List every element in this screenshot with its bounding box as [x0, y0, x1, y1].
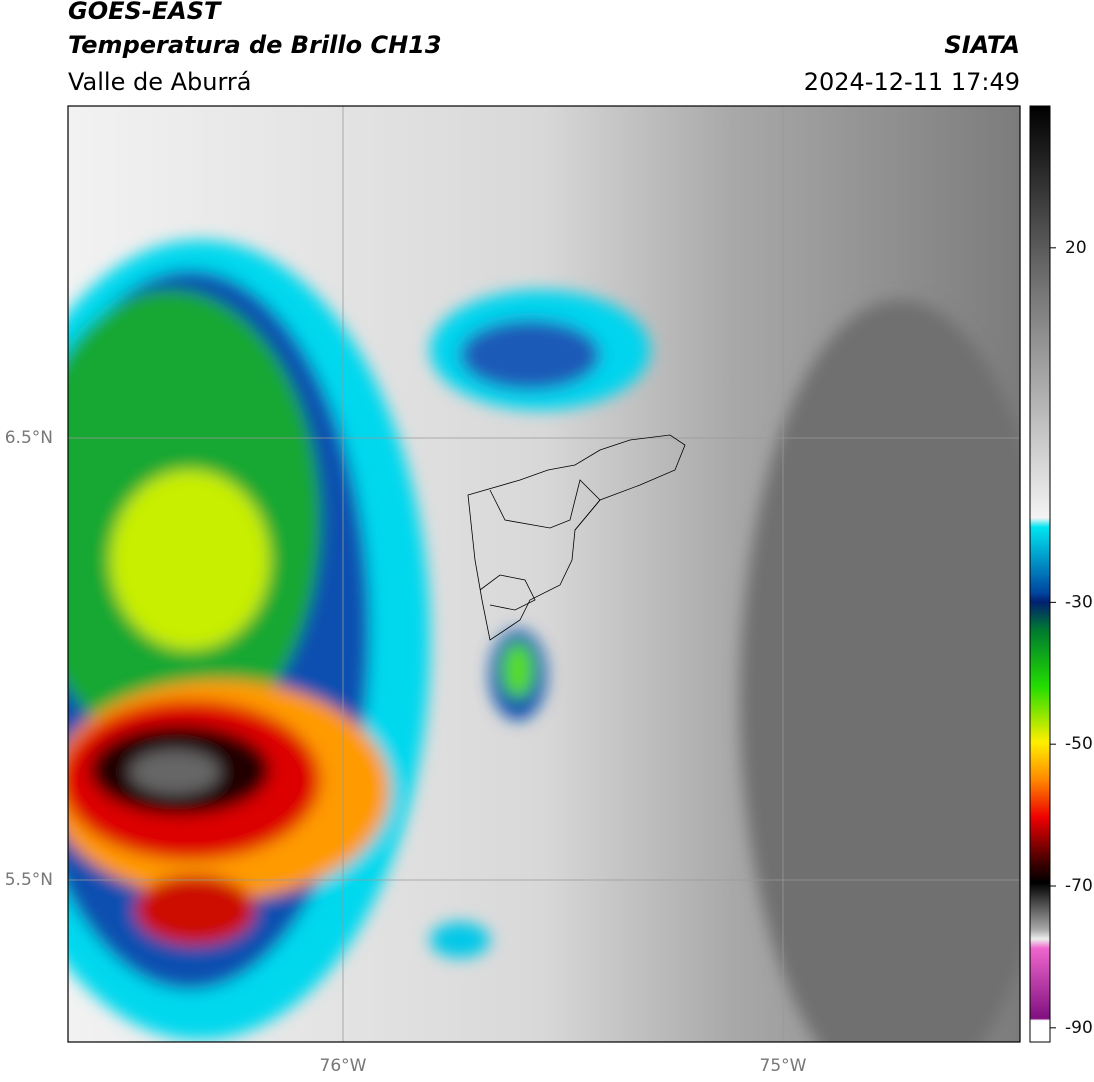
satellite-image [68, 106, 1020, 1042]
region: Valle de Aburrá [68, 68, 252, 96]
title: GOES-EAST [68, 0, 222, 25]
colorbar-tick-label: -90 [1065, 1018, 1093, 1038]
lat-label: 5.5°N [5, 870, 53, 890]
colorbar-tick-label: -50 [1065, 734, 1093, 754]
colorbar-tick-label: -30 [1065, 592, 1093, 612]
colorbar-tick-label: 20 [1065, 238, 1087, 258]
lat-label: 6.5°N [5, 428, 53, 448]
source: SIATA [944, 31, 1020, 59]
colorbar-tick-label: -70 [1065, 876, 1093, 896]
map-frame [67, 105, 1021, 1043]
subtitle: Temperatura de Brillo CH13 [68, 31, 442, 59]
colorbar [1029, 105, 1051, 1043]
lon-label: 75°W [760, 1056, 807, 1076]
lon-label: 76°W [320, 1056, 367, 1076]
datetime: 2024-12-11 17:49 [804, 68, 1020, 96]
